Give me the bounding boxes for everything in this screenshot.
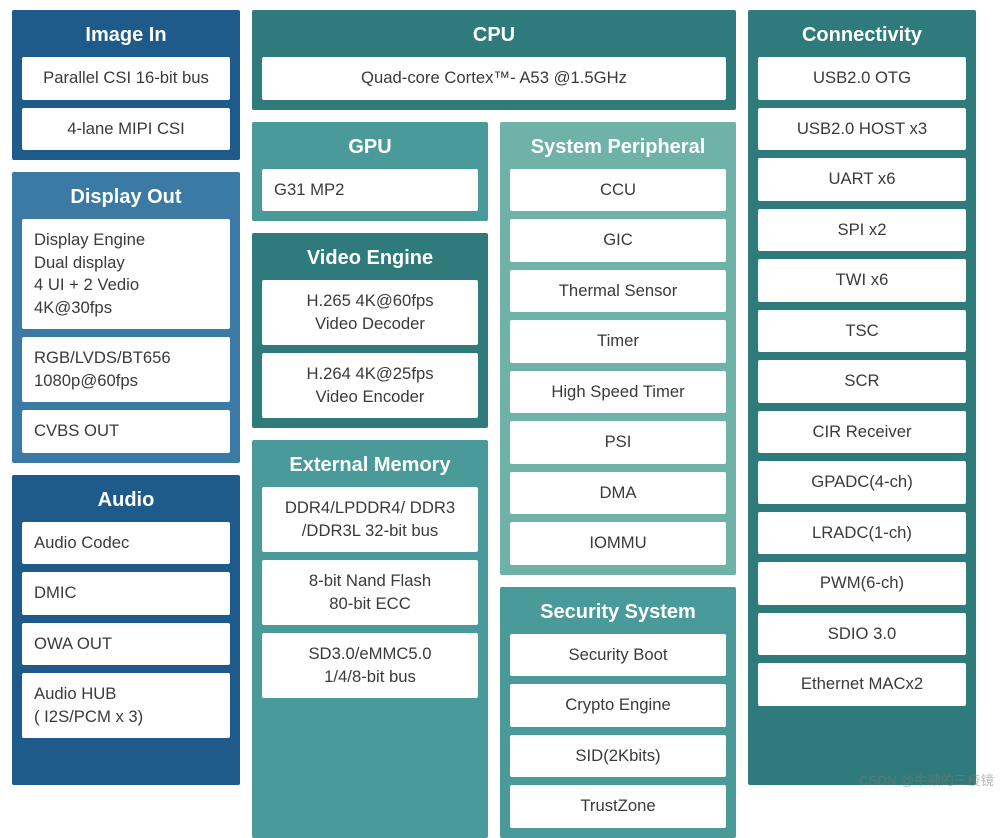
column-4: ConnectivityUSB2.0 OTG USB2.0 HOST x3 UART…	[748, 10, 976, 785]
column-3: System PeripheralCCU GIC Thermal Sensor Tim…	[500, 122, 736, 838]
block-item: Parallel CSI 16-bit bus	[22, 57, 230, 100]
block-item: SDIO 3.0	[758, 613, 966, 656]
block-video-engine: Video EngineH.265 4K@60fps Video Decoder…	[252, 233, 488, 428]
block-title: Audio	[22, 483, 230, 522]
block-item: DDR4/LPDDR4/ DDR3 /DDR3L 32-bit bus	[262, 487, 478, 552]
block-title: External Memory	[262, 448, 478, 487]
block-item: SD3.0/eMMC5.0 1/4/8-bit bus	[262, 633, 478, 698]
block-cpu: CPUQuad-core Cortex™- A53 @1.5GHz	[252, 10, 736, 110]
block-title: Display Out	[22, 180, 230, 219]
block-item: CCU	[510, 169, 726, 212]
block-item: SID(2Kbits)	[510, 735, 726, 778]
block-item: Thermal Sensor	[510, 270, 726, 313]
block-items: Audio Codec DMIC OWA OUT Audio HUB ( I2S/PC…	[22, 522, 230, 776]
diagram-root: Image InParallel CSI 16-bit bus 4-lane MI…	[12, 10, 996, 785]
block-item: 8-bit Nand Flash 80-bit ECC	[262, 560, 478, 625]
block-item: PSI	[510, 421, 726, 464]
block-item: 4-lane MIPI CSI	[22, 108, 230, 151]
block-item: Audio HUB ( I2S/PCM x 3)	[22, 673, 230, 738]
block-items: Parallel CSI 16-bit bus 4-lane MIPI CSI	[22, 57, 230, 150]
column-2: GPUG31 MP2 Video EngineH.265 4K@60fps Vi…	[252, 122, 488, 838]
block-item: Timer	[510, 320, 726, 363]
block-item: USB2.0 OTG	[758, 57, 966, 100]
block-title: Video Engine	[262, 241, 478, 280]
block-item: TSC	[758, 310, 966, 353]
block-title: Connectivity	[758, 18, 966, 57]
block-item: CVBS OUT	[22, 410, 230, 453]
block-item: SCR	[758, 360, 966, 403]
block-item: DMIC	[22, 572, 230, 615]
block-item: Audio Codec	[22, 522, 230, 565]
block-item: Security Boot	[510, 634, 726, 677]
column-mid: CPUQuad-core Cortex™- A53 @1.5GHz GPUG31…	[252, 10, 736, 785]
block-item: TWI x6	[758, 259, 966, 302]
block-items: USB2.0 OTG USB2.0 HOST x3 UART x6 SPI x2 TWI…	[758, 57, 966, 775]
block-item: GPADC(4-ch)	[758, 461, 966, 504]
block-item: DMA	[510, 472, 726, 515]
block-item: Ethernet MACx2	[758, 663, 966, 706]
block-item: G31 MP2	[262, 169, 478, 212]
block-item: H.265 4K@60fps Video Decoder	[262, 280, 478, 345]
block-item: RGB/LVDS/BT656 1080p@60fps	[22, 337, 230, 402]
block-title: Image In	[22, 18, 230, 57]
block-items: Display Engine Dual display 4 UI + 2 Ved…	[22, 219, 230, 453]
block-item: GIC	[510, 219, 726, 262]
block-item: High Speed Timer	[510, 371, 726, 414]
block-security-system: Security SystemSecurity Boot Crypto Engin…	[500, 587, 736, 838]
watermark: CSDN @牛顿的三棱镜	[859, 770, 994, 789]
block-items: Security Boot Crypto Engine SID(2Kbits) Tru…	[510, 634, 726, 828]
block-item: IOMMU	[510, 522, 726, 565]
block-item: LRADC(1-ch)	[758, 512, 966, 555]
block-items: Quad-core Cortex™- A53 @1.5GHz	[262, 57, 726, 100]
block-system-peripheral: System PeripheralCCU GIC Thermal Sensor Tim…	[500, 122, 736, 575]
block-title: Security System	[510, 595, 726, 634]
block-item: USB2.0 HOST x3	[758, 108, 966, 151]
block-item: Display Engine Dual display 4 UI + 2 Ved…	[22, 219, 230, 329]
block-gpu: GPUG31 MP2	[252, 122, 488, 222]
block-item: H.264 4K@25fps Video Encoder	[262, 353, 478, 418]
block-item: PWM(6-ch)	[758, 562, 966, 605]
block-image-in: Image InParallel CSI 16-bit bus 4-lane MI…	[12, 10, 240, 160]
block-items: G31 MP2	[262, 169, 478, 212]
block-item: OWA OUT	[22, 623, 230, 666]
block-external-memory: External MemoryDDR4/LPDDR4/ DDR3 /DDR3L …	[252, 440, 488, 838]
block-item: UART x6	[758, 158, 966, 201]
block-item: Crypto Engine	[510, 684, 726, 727]
block-title: CPU	[262, 18, 726, 57]
block-item: CIR Receiver	[758, 411, 966, 454]
block-item: Quad-core Cortex™- A53 @1.5GHz	[262, 57, 726, 100]
block-items: CCU GIC Thermal Sensor Timer High Speed Time…	[510, 169, 726, 565]
block-items: H.265 4K@60fps Video Decoder H.264 4K@25f…	[262, 280, 478, 418]
block-connectivity: ConnectivityUSB2.0 OTG USB2.0 HOST x3 UART…	[748, 10, 976, 785]
block-item: TrustZone	[510, 785, 726, 828]
block-items: DDR4/LPDDR4/ DDR3 /DDR3L 32-bit bus 8-bit…	[262, 487, 478, 828]
block-title: System Peripheral	[510, 130, 726, 169]
column-1: Image InParallel CSI 16-bit bus 4-lane MI…	[12, 10, 240, 785]
block-display-out: Display OutDisplay Engine Dual display 4…	[12, 172, 240, 463]
block-item: SPI x2	[758, 209, 966, 252]
block-audio: AudioAudio Codec DMIC OWA OUT Audio HUB ( I…	[12, 475, 240, 786]
block-title: GPU	[262, 130, 478, 169]
